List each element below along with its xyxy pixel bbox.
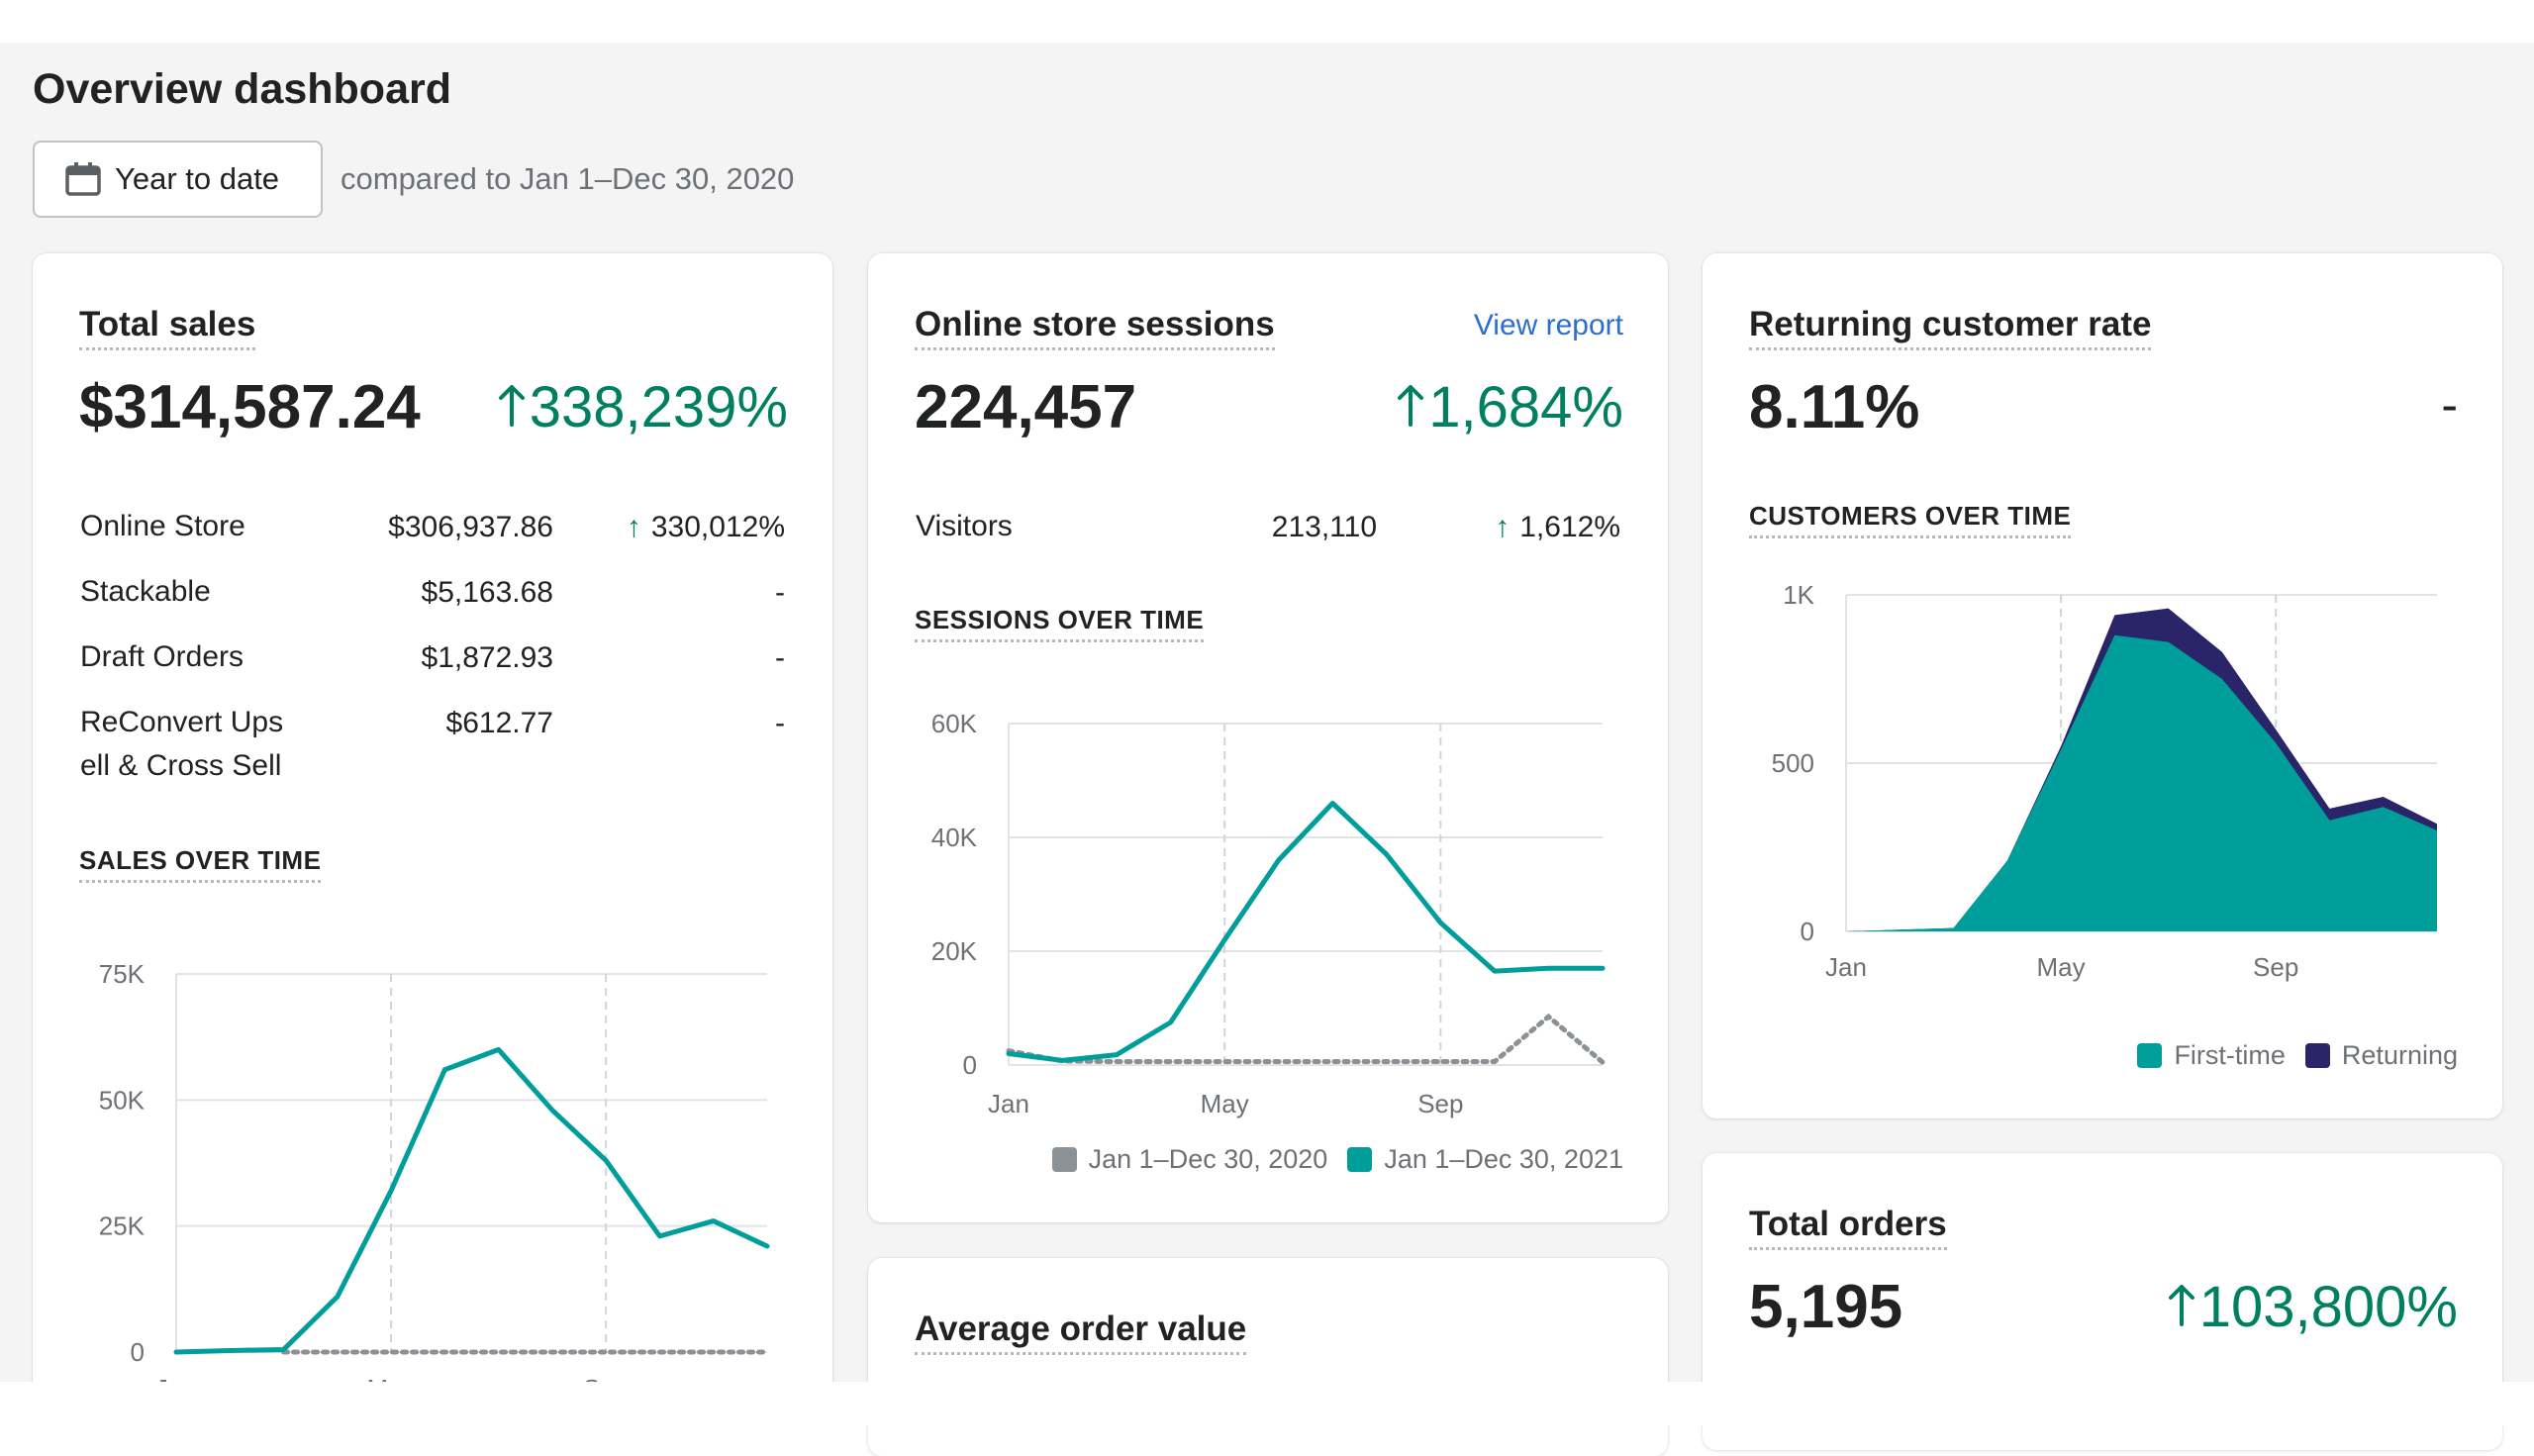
sales-row-change: - xyxy=(775,641,785,675)
y-tick-label: 20K xyxy=(931,936,978,966)
sessions-change: 1,684% xyxy=(1397,374,1623,440)
sales-over-time-chart: 025K50K75KJanMaySep xyxy=(33,926,832,1421)
series-line-current xyxy=(176,1049,767,1352)
arrow-up-icon: ↑ xyxy=(627,511,641,543)
sales-over-time-label[interactable]: SALES OVER TIME xyxy=(79,845,321,883)
sales-row-change-value: 330,012% xyxy=(651,511,785,543)
y-tick-label: 50K xyxy=(99,1085,146,1115)
total-orders-change-value: 103,800% xyxy=(2199,1274,2458,1340)
customers-chart-legend: First-time Returning xyxy=(2137,1040,2458,1071)
returning-customer-rate-card: Returning customer rate 8.11% - CUSTOMER… xyxy=(1703,253,2502,1118)
sales-row-change: ↑ 330,012% xyxy=(627,511,785,544)
sessions-over-time-label[interactable]: SESSIONS OVER TIME xyxy=(915,605,1204,642)
comparison-period-text: compared to Jan 1–Dec 30, 2020 xyxy=(341,161,794,197)
y-tick-label: 0 xyxy=(131,1337,145,1367)
y-tick-label: 40K xyxy=(931,823,978,852)
legend-label: Jan 1–Dec 30, 2021 xyxy=(1384,1144,1623,1175)
legend-item-returning[interactable]: Returning xyxy=(2305,1040,2458,1071)
total-sales-change-value: 338,239% xyxy=(530,374,788,440)
sessions-card: Online store sessions View report 224,45… xyxy=(868,253,1668,1222)
y-tick-label: 0 xyxy=(1801,917,1814,946)
total-sales-change: 338,239% xyxy=(498,374,788,440)
total-orders-title[interactable]: Total orders xyxy=(1749,1205,1947,1250)
view-report-link[interactable]: View report xyxy=(1474,309,1623,342)
sales-row-change: - xyxy=(775,576,785,610)
legend-label: Returning xyxy=(2342,1040,2458,1071)
sales-row-label: Online Store xyxy=(80,505,245,548)
y-tick-label: 75K xyxy=(99,959,146,989)
area-first-time xyxy=(1846,635,2437,931)
x-tick-label: Jan xyxy=(988,1089,1029,1118)
page-title: Overview dashboard xyxy=(33,65,451,114)
sales-row-label-continued: ell & Cross Sell xyxy=(80,744,281,788)
x-tick-label: Jan xyxy=(1825,952,1867,982)
total-sales-value: $314,587.24 xyxy=(79,372,421,442)
y-tick-label: 0 xyxy=(963,1050,977,1080)
bottom-edge xyxy=(0,1382,2534,1425)
legend-swatch xyxy=(2137,1043,2162,1068)
sessions-change-value: 1,684% xyxy=(1428,374,1623,440)
x-tick-label: May xyxy=(1201,1089,1249,1118)
visitors-value: 213,110 xyxy=(1272,511,1377,544)
x-tick-label: Sep xyxy=(2253,952,2298,982)
sales-row-value: $1,872.93 xyxy=(422,641,553,675)
customers-over-time-label[interactable]: CUSTOMERS OVER TIME xyxy=(1749,501,2071,538)
visitors-change-value: 1,612% xyxy=(1519,511,1620,543)
sessions-chart-legend: Jan 1–Dec 30, 2020 Jan 1–Dec 30, 2021 xyxy=(1052,1144,1623,1175)
legend-label: First-time xyxy=(2174,1040,2285,1071)
y-tick-label: 1K xyxy=(1783,580,1814,610)
date-range-button[interactable]: Year to date xyxy=(33,141,323,218)
legend-swatch xyxy=(1052,1147,1077,1172)
x-tick-label: May xyxy=(2037,952,2086,982)
average-order-value-card: Average order value xyxy=(868,1258,1668,1456)
sales-row-label: ReConvert Ups xyxy=(80,701,283,744)
date-range-label: Year to date xyxy=(115,161,279,197)
returning-customer-rate-title[interactable]: Returning customer rate xyxy=(1749,305,2151,350)
x-tick-label: Sep xyxy=(1417,1089,1463,1118)
series-line-current xyxy=(1009,804,1603,1061)
sales-row-label: Draft Orders xyxy=(80,635,244,679)
arrow-up-icon: ↑ xyxy=(1495,511,1510,543)
legend-swatch xyxy=(2305,1043,2330,1068)
returning-customer-rate-value: 8.11% xyxy=(1749,372,1919,442)
visitors-label: Visitors xyxy=(916,505,1013,548)
average-order-value-title[interactable]: Average order value xyxy=(915,1310,1246,1355)
sessions-title[interactable]: Online store sessions xyxy=(915,305,1275,350)
sessions-value: 224,457 xyxy=(915,372,1136,442)
y-tick-label: 25K xyxy=(99,1212,146,1241)
sales-row-label: Stackable xyxy=(80,570,211,614)
legend-item-current[interactable]: Jan 1–Dec 30, 2021 xyxy=(1347,1144,1623,1175)
arrow-up-icon xyxy=(498,374,526,440)
y-tick-label: 500 xyxy=(1772,748,1814,778)
arrow-up-icon xyxy=(1397,374,1424,440)
legend-item-first-time[interactable]: First-time xyxy=(2137,1040,2285,1071)
total-sales-card: Total sales $314,587.24 338,239% Online … xyxy=(33,253,832,1421)
arrow-up-icon xyxy=(2168,1274,2195,1340)
total-sales-title[interactable]: Total sales xyxy=(79,305,255,350)
visitors-change: ↑ 1,612% xyxy=(1495,511,1620,544)
legend-item-prior[interactable]: Jan 1–Dec 30, 2020 xyxy=(1052,1144,1328,1175)
calendar-icon xyxy=(65,162,101,196)
total-orders-value: 5,195 xyxy=(1749,1272,1902,1342)
returning-customer-rate-change: - xyxy=(2441,376,2458,434)
legend-swatch xyxy=(1347,1147,1372,1172)
y-tick-label: 60K xyxy=(931,709,978,738)
legend-label: Jan 1–Dec 30, 2020 xyxy=(1089,1144,1328,1175)
sales-row-value: $612.77 xyxy=(446,707,553,740)
total-orders-change: 103,800% xyxy=(2168,1274,2458,1340)
sales-row-value: $5,163.68 xyxy=(422,576,553,610)
sales-row-value: $306,937.86 xyxy=(388,511,553,544)
sales-row-change: - xyxy=(775,707,785,740)
